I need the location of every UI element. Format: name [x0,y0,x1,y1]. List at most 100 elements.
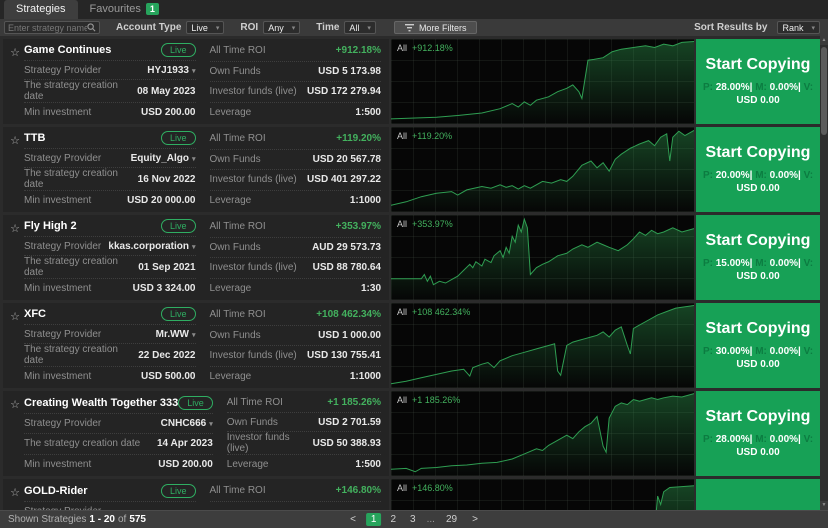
creation-date-value: 08 May 2023 [137,85,196,97]
live-badge: Live [160,483,196,498]
roi-select[interactable]: Any ▾ [263,21,301,34]
provider-label: Strategy Provider [24,64,102,76]
more-filters-button[interactable]: More Filters [393,21,478,34]
next-page-button[interactable]: > [472,514,478,525]
creation-date-label: The strategy creation date [24,438,141,450]
favourite-star-icon[interactable]: ☆ [10,135,20,147]
provider-value[interactable]: Equity_Algo ▾ [130,152,196,164]
scrollbar-thumb[interactable] [821,47,827,135]
tab-favourites[interactable]: Favourites 1 [78,0,171,19]
chevron-down-icon: ▾ [209,420,213,428]
own-funds-label: Own Funds [209,329,261,341]
own-funds-label: Own Funds [209,65,261,77]
start-copying-button[interactable]: Start Copying [696,479,820,510]
filter-icon [404,23,414,31]
leverage-label: Leverage [209,282,252,294]
footer-bar: Shown Strategies 1 - 20 of 575 < 1 2 3 .… [0,510,828,528]
page-button-3[interactable]: 3 [410,514,416,525]
sort-control: Sort Results by Rank ▾ [694,21,820,34]
page-button-2[interactable]: 2 [390,514,397,525]
roi-sparkline-chart: All +146.80% [391,479,694,510]
own-funds-value: USD 2 701.59 [318,416,381,428]
table-row: ☆ TTB Live Strategy Provider Equity_Algo ▾ … [3,127,820,212]
favourite-star-icon[interactable]: ☆ [10,223,20,235]
chevron-down-icon: ▾ [191,155,196,163]
own-funds-label: Own Funds [209,153,261,165]
leverage-value: 1:500 [355,459,381,471]
provider-value[interactable]: kkas.corporation ▾ [108,240,196,252]
provider-value[interactable]: Mr.WW ▾ [155,328,196,340]
start-copying-label: Start Copying [705,56,811,73]
start-copying-button[interactable]: Start Copying P: 28.00%| M: 0.00%| V: US… [696,391,820,476]
chevron-down-icon: ▾ [191,243,196,251]
creation-date-label: The strategy creation date [24,168,118,191]
sort-label: Sort Results by [694,22,768,33]
creation-date-value: 01 Sep 2021 [138,261,196,273]
leverage-label: Leverage [209,106,252,118]
all-time-roi-label: All Time ROI [209,45,266,57]
min-investment-label: Min investment [24,371,92,383]
account-type-select[interactable]: Live ▾ [186,21,225,34]
search-input[interactable] [8,22,87,33]
scroll-up-arrow-icon[interactable]: ▲ [820,36,828,45]
start-copying-label: Start Copying [705,408,811,425]
start-copying-button[interactable]: Start Copying P: 15.00%| M: 0.00%| V: US… [696,215,820,300]
account-type-value: Live [191,22,208,33]
start-copying-label: Start Copying [705,144,811,161]
start-copying-button[interactable]: Start Copying P: 28.00%| M: 0.00%| V: US… [696,39,820,124]
favourite-star-icon[interactable]: ☆ [10,487,20,499]
favourite-star-icon[interactable]: ☆ [10,399,20,411]
own-funds-label: Own Funds [209,241,261,253]
investor-funds-label: Investor funds (live) [209,262,297,274]
page-button-1[interactable]: 1 [365,513,382,526]
favourite-star-icon[interactable]: ☆ [10,311,20,323]
investor-funds-value: USD 50 388.93 [312,437,381,449]
tab-strategies[interactable]: Strategies [4,0,78,19]
shown-strategies-label: Shown Strategies [8,514,87,525]
scroll-down-arrow-icon[interactable]: ▼ [820,501,828,510]
chevron-down-icon: ▾ [811,24,815,32]
chevron-down-icon: ▾ [191,331,196,339]
provider-value[interactable]: HYJ1933 ▾ [147,64,196,76]
min-investment-value: USD 200.00 [158,458,213,470]
chevron-down-icon: ▾ [291,24,296,32]
time-filter-value: All [349,22,360,33]
creation-date-value: 16 Nov 2022 [137,173,196,185]
chart-label: All +1 185.26% [397,395,461,405]
tab-favourites-label: Favourites [89,3,141,15]
chart-label: All +146.80% [397,483,453,493]
tab-bar: Strategies Favourites 1 [0,0,828,19]
chart-label: All +353.97% [397,219,453,229]
provider-value[interactable]: CNHC666 ▾ [160,417,213,429]
all-time-roi-label: All Time ROI [209,133,266,145]
prev-page-button[interactable]: < [350,514,356,525]
time-select[interactable]: All ▾ [344,21,376,34]
chart-label: All +119.20% [397,131,453,141]
own-funds-value: USD 20 567.78 [312,153,381,165]
chevron-down-icon: ▾ [215,24,220,32]
start-copying-button[interactable]: Start Copying P: 20.00%| M: 0.00%| V: US… [696,127,820,212]
table-row: ☆ XFC Live Strategy Provider Mr.WW ▾ The st… [3,303,820,388]
strategy-name: XFC [24,308,46,321]
leverage-value: 1:500 [355,106,381,118]
provider-label: Strategy Provider [24,328,102,340]
live-badge: Live [178,395,213,410]
page-button-29[interactable]: 29 [445,514,458,525]
pagination: < 1 2 3 ... 29 > [344,513,484,526]
sort-select[interactable]: Rank ▾ [777,21,820,34]
roi-sparkline-chart: All +912.18% [391,39,694,124]
vertical-scrollbar[interactable]: ▲ ▼ [820,36,828,510]
chevron-down-icon: ▾ [191,67,196,75]
investor-funds-value: USD 130 755.41 [307,350,381,362]
more-filters-label: More Filters [418,22,467,33]
strategy-details: ☆ GOLD-Rider Live Strategy Provider All T… [3,479,389,510]
strategy-name: TTB [24,132,46,145]
min-investment-value: USD 500.00 [141,371,196,383]
strategy-name: Creating Wealth Together 333 [24,396,179,409]
strategy-details: ☆ XFC Live Strategy Provider Mr.WW ▾ The st… [3,303,389,388]
filter-bar: Account Type Live ▾ ROI Any ▾ Time All ▾… [0,19,828,36]
start-copying-button[interactable]: Start Copying P: 30.00%| M: 0.00%| V: US… [696,303,820,388]
favourite-star-icon[interactable]: ☆ [10,47,20,59]
all-time-roi-value: +353.97% [335,221,381,233]
of-label: of [117,514,127,525]
